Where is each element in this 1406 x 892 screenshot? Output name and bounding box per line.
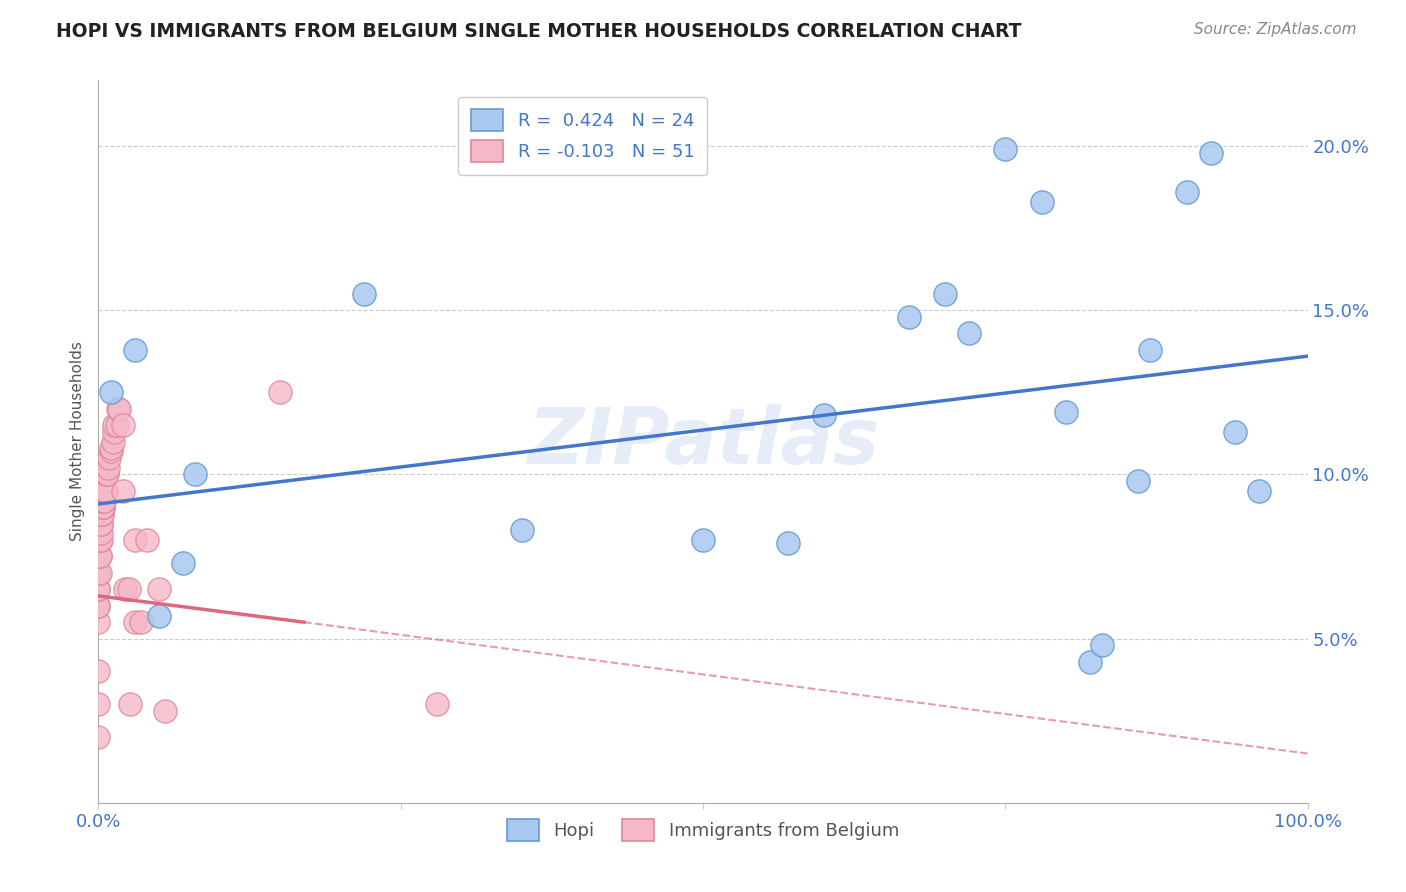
Point: [100, 441, 122, 455]
Point: [87, 582, 110, 597]
Point: [90, 516, 112, 531]
Point: [124, 343, 146, 357]
Point: [91, 493, 114, 508]
Point: [353, 286, 375, 301]
Point: [91, 500, 114, 515]
Point: [87, 665, 110, 679]
Point: [90, 526, 112, 541]
Point: [103, 418, 125, 433]
Point: [94, 467, 117, 482]
Point: [124, 533, 146, 547]
Point: [148, 608, 170, 623]
Point: [101, 434, 124, 449]
Point: [1249, 483, 1271, 498]
Point: [90, 516, 112, 531]
Legend: Hopi, Immigrants from Belgium: Hopi, Immigrants from Belgium: [499, 812, 907, 848]
Point: [813, 409, 835, 423]
Point: [269, 385, 291, 400]
Point: [118, 698, 141, 712]
Point: [89, 549, 111, 564]
Point: [1078, 655, 1101, 669]
Point: [100, 444, 122, 458]
Point: [510, 523, 533, 537]
Point: [957, 326, 980, 340]
Text: Source: ZipAtlas.com: Source: ZipAtlas.com: [1194, 22, 1357, 37]
Point: [93, 493, 115, 508]
Point: [87, 698, 110, 712]
Point: [87, 566, 110, 580]
Point: [897, 310, 920, 324]
Point: [153, 704, 176, 718]
Point: [91, 507, 114, 521]
Point: [87, 730, 110, 744]
Point: [184, 467, 207, 482]
Point: [1223, 425, 1246, 439]
Point: [111, 483, 134, 498]
Point: [1175, 185, 1198, 199]
Point: [91, 500, 114, 515]
Text: HOPI VS IMMIGRANTS FROM BELGIUM SINGLE MOTHER HOUSEHOLDS CORRELATION CHART: HOPI VS IMMIGRANTS FROM BELGIUM SINGLE M…: [56, 22, 1022, 41]
Point: [105, 418, 128, 433]
Point: [108, 401, 131, 416]
Point: [1091, 638, 1114, 652]
Point: [1031, 194, 1053, 209]
Point: [87, 615, 110, 630]
Point: [1139, 343, 1161, 357]
Text: ZIPatlas: ZIPatlas: [527, 403, 879, 480]
Point: [98, 450, 121, 465]
Point: [129, 615, 152, 630]
Point: [994, 142, 1017, 156]
Point: [135, 533, 157, 547]
Point: [1128, 474, 1150, 488]
Point: [1199, 145, 1222, 160]
Point: [90, 533, 112, 547]
Point: [172, 556, 194, 570]
Point: [776, 536, 799, 550]
Point: [148, 582, 170, 597]
Point: [107, 401, 129, 416]
Point: [89, 549, 111, 564]
Point: [100, 385, 122, 400]
Point: [111, 418, 134, 433]
Point: [1054, 405, 1077, 419]
Point: [118, 582, 141, 597]
Point: [103, 425, 125, 439]
Y-axis label: Single Mother Households: Single Mother Households: [70, 342, 86, 541]
Point: [89, 533, 111, 547]
Point: [94, 483, 117, 498]
Point: [426, 698, 449, 712]
Point: [87, 599, 110, 613]
Point: [114, 582, 136, 597]
Point: [93, 483, 115, 498]
Point: [124, 615, 146, 630]
Point: [934, 286, 956, 301]
Point: [91, 507, 114, 521]
Point: [96, 467, 118, 482]
Point: [87, 582, 110, 597]
Point: [87, 599, 110, 613]
Point: [97, 460, 120, 475]
Point: [91, 500, 114, 515]
Point: [692, 533, 714, 547]
Point: [89, 566, 111, 580]
